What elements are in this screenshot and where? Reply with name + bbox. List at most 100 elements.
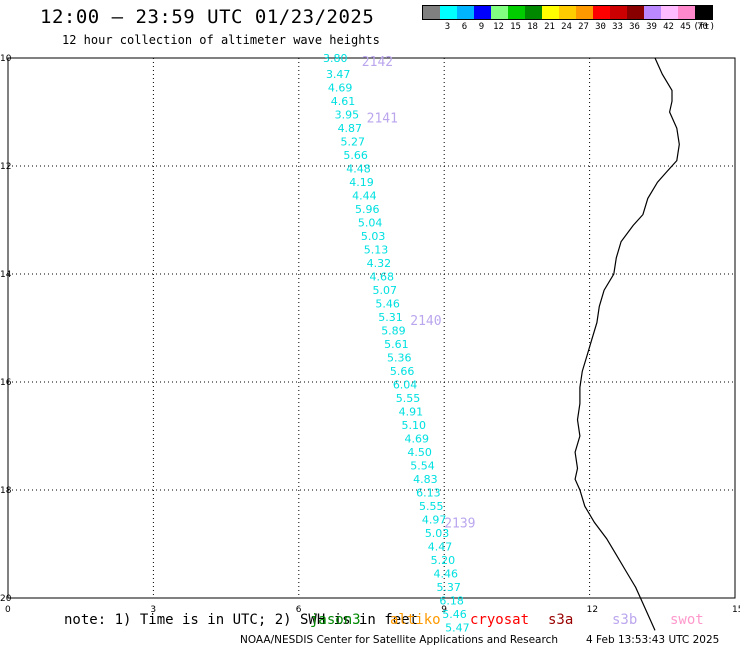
color-scale-tick: 6 xyxy=(461,22,468,32)
color-swatch xyxy=(491,6,508,19)
swh-reading: 6.13 xyxy=(416,487,441,500)
lat-tick-label: 20 xyxy=(0,594,12,604)
color-scale-tick: 27 xyxy=(578,22,589,32)
color-scale-tick: 15 xyxy=(510,22,521,32)
footer-credit: NOAA/NESDIS Center for Satellite Applica… xyxy=(240,634,558,646)
swh-reading: 4.69 xyxy=(328,82,353,95)
pass-number-label: 2142 xyxy=(362,55,393,70)
color-swatch xyxy=(661,6,678,19)
satellite-legend-s3a: s3a xyxy=(548,612,574,628)
lat-tick-label: 14 xyxy=(0,270,12,280)
lat-tick-label: 10 xyxy=(0,54,12,64)
swh-reading: 5.31 xyxy=(378,311,403,324)
footer-note: note: 1) Time is in UTC; 2) SWH is in fe… xyxy=(64,612,419,628)
satellite-legend-altiko: altiko xyxy=(390,612,441,628)
swh-reading: 4.68 xyxy=(370,271,395,284)
pass-number-label: 2139 xyxy=(444,517,475,532)
color-swatch xyxy=(695,6,712,19)
swh-reading: 5.10 xyxy=(402,419,427,432)
swh-reading: 5.36 xyxy=(387,352,412,365)
swh-reading: 4.61 xyxy=(331,95,356,108)
lon-tick-label: 9 xyxy=(441,605,447,615)
swh-reading: 5.03 xyxy=(425,527,450,540)
color-scale-tick: 70 xyxy=(697,22,708,32)
swh-reading: 5.07 xyxy=(372,284,397,297)
color-scale-tick: 12 xyxy=(493,22,504,32)
swh-reading: 4.44 xyxy=(352,190,377,203)
color-scale-tick: 42 xyxy=(663,22,674,32)
color-scale-tick: 36 xyxy=(629,22,640,32)
swh-reading: 4.50 xyxy=(407,446,432,459)
swh-reading: 5.66 xyxy=(343,149,368,162)
color-scale-labels: 3 6 9 12 15 18 21 24 27 30 33 36 39 42 45 70 xyxy=(422,22,713,32)
swh-reading: 6.18 xyxy=(439,595,464,608)
color-swatch xyxy=(440,6,457,19)
wave-height-color-scale: 3 6 9 12 15 18 21 24 27 30 33 36 39 42 45 70 (ft) xyxy=(422,5,715,32)
lat-tick-label: 16 xyxy=(0,378,12,388)
footer-timestamp: 4 Feb 13:53:43 UTC 2025 xyxy=(586,634,720,646)
map-title: 12:00 – 23:59 UTC 01/23/2025 xyxy=(40,6,375,28)
swh-reading: 3.47 xyxy=(326,68,351,81)
swh-reading: 5.20 xyxy=(431,554,456,567)
lon-tick-label: 0 xyxy=(5,605,11,615)
color-swatch xyxy=(508,6,525,19)
swh-reading: 4.47 xyxy=(428,541,453,554)
color-swatch xyxy=(525,6,542,19)
lon-tick-label: 12 xyxy=(587,605,598,615)
color-swatch xyxy=(474,6,491,19)
color-scale-tick: 3 xyxy=(444,22,451,32)
color-swatch xyxy=(542,6,559,19)
satellite-legend-s3b: s3b xyxy=(612,612,638,628)
swh-reading: 4.46 xyxy=(434,568,459,581)
swh-reading: 5.13 xyxy=(364,244,389,257)
swh-reading: 5.47 xyxy=(445,622,470,635)
swh-reading: 4.69 xyxy=(404,433,429,446)
swh-reading: 5.27 xyxy=(340,136,365,149)
coastline xyxy=(574,57,680,631)
map-frame xyxy=(7,57,736,599)
color-scale-tick: 33 xyxy=(612,22,623,32)
color-scale-tick: 18 xyxy=(527,22,538,32)
satellite-legend-swot: swot xyxy=(670,612,704,628)
color-swatch xyxy=(627,6,644,19)
satellite-legend-cryosat: cryosat xyxy=(470,612,530,628)
swh-reading: 5.03 xyxy=(361,230,386,243)
map-subtitle: 12 hour collection of altimeter wave hei… xyxy=(62,33,380,47)
color-scale-unit: (ft) xyxy=(693,22,715,32)
swh-reading: 5.55 xyxy=(396,392,421,405)
color-swatch xyxy=(559,6,576,19)
pass-number-label: 2140 xyxy=(410,314,441,329)
swh-reading: 5.55 xyxy=(419,500,444,513)
pass-number-label: 2141 xyxy=(367,112,398,127)
color-scale-tick: 21 xyxy=(544,22,555,32)
swh-reading: 4.83 xyxy=(413,473,438,486)
swh-reading: 5.89 xyxy=(381,325,406,338)
swh-reading: 4.48 xyxy=(346,163,371,176)
lon-tick-label: 15 xyxy=(732,605,740,615)
color-scale-tick: 24 xyxy=(561,22,572,32)
swh-reading: 4.19 xyxy=(349,176,374,189)
color-scale-tick: 30 xyxy=(595,22,606,32)
swh-reading: 5.37 xyxy=(436,581,461,594)
color-swatch xyxy=(610,6,627,19)
swh-reading: 4.32 xyxy=(367,257,392,270)
swh-reading: 5.54 xyxy=(410,460,435,473)
swh-reading: 4.91 xyxy=(399,406,424,419)
color-scale-tick: 39 xyxy=(646,22,657,32)
color-swatch xyxy=(593,6,610,19)
swh-reading: 4.97 xyxy=(422,514,447,527)
color-swatch xyxy=(644,6,661,19)
color-swatch xyxy=(457,6,474,19)
swh-reading: 4.87 xyxy=(338,122,363,135)
swh-reading: 3.95 xyxy=(335,109,360,122)
swh-reading: 3.80 xyxy=(323,52,348,65)
color-scale-tick: 9 xyxy=(478,22,485,32)
lon-tick-label: 6 xyxy=(296,605,302,615)
lat-tick-label: 18 xyxy=(0,486,12,496)
color-swatch xyxy=(423,6,440,19)
swh-reading: 5.04 xyxy=(358,217,383,230)
swh-reading: 5.46 xyxy=(375,298,400,311)
swh-reading: 5.66 xyxy=(390,365,415,378)
lat-tick-label: 12 xyxy=(0,162,11,172)
